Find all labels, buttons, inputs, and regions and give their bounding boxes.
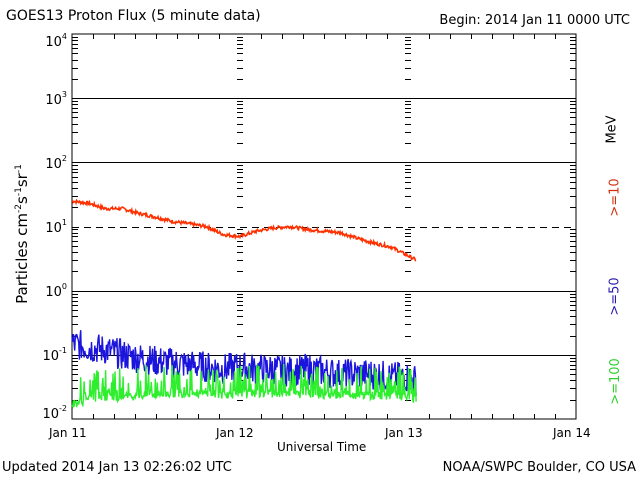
y-tick-label: 10-2 <box>42 404 67 422</box>
y-tick-label: 102 <box>45 154 67 172</box>
y-tick-label: 10-1 <box>42 346 67 364</box>
x-tick-label: Jan 12 <box>216 426 254 440</box>
x-tick-label: Jan 11 <box>49 426 87 440</box>
x-tick-label: Jan 13 <box>385 426 423 440</box>
begin-time: Begin: 2014 Jan 11 0000 UTC <box>439 13 630 28</box>
x-tick-label: Jan 14 <box>553 426 591 440</box>
y-tick-label: 101 <box>45 218 67 236</box>
chart-title: GOES13 Proton Flux (5 minute data) <box>6 8 261 24</box>
y-tick-label: 104 <box>45 32 67 50</box>
series-line-100mev <box>71 363 417 409</box>
y-tick-label: 100 <box>45 282 67 300</box>
series-line-50mev <box>71 330 417 396</box>
y-tick-label: 103 <box>45 90 67 108</box>
credit: NOAA/SWPC Boulder, CO USA <box>442 460 636 475</box>
updated-timestamp: Updated 2014 Jan 13 02:26:02 UTC <box>2 460 232 475</box>
series-line-10mev <box>71 198 417 262</box>
x-axis-label: Universal Time <box>277 440 367 454</box>
